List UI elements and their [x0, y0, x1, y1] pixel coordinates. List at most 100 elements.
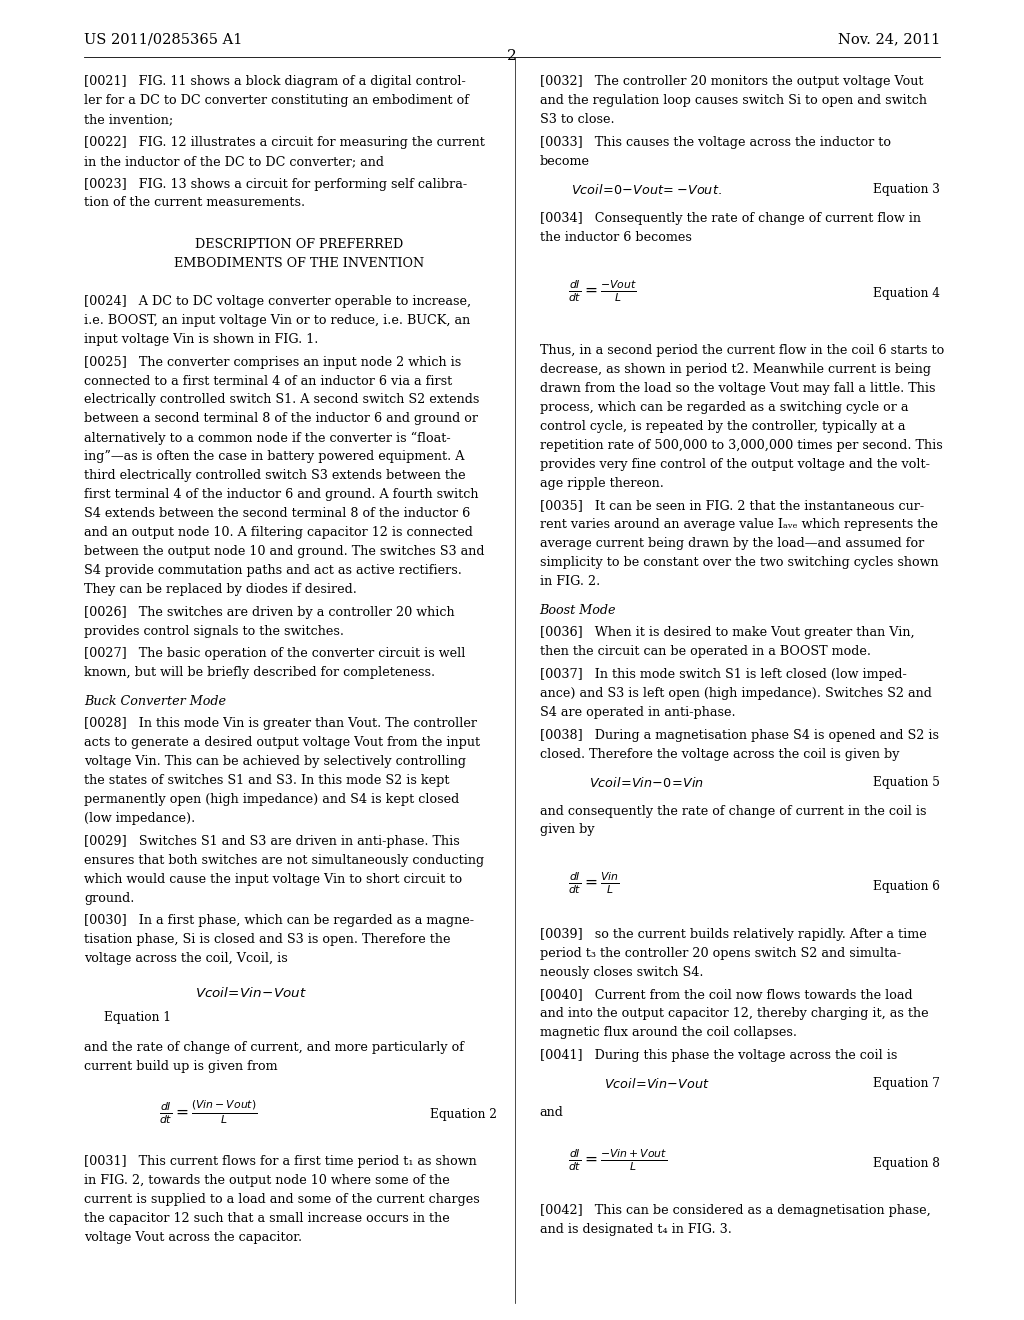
Text: neously closes switch S4.: neously closes switch S4.: [540, 965, 703, 978]
Text: drawn from the load so the voltage Vout may fall a little. This: drawn from the load so the voltage Vout …: [540, 381, 935, 395]
Text: given by: given by: [540, 824, 594, 837]
Text: Equation 3: Equation 3: [873, 183, 940, 197]
Text: voltage Vin. This can be achieved by selectively controlling: voltage Vin. This can be achieved by sel…: [84, 755, 466, 768]
Text: US 2011/0285365 A1: US 2011/0285365 A1: [84, 32, 243, 46]
Text: and the regulation loop causes switch Si to open and switch: and the regulation loop causes switch Si…: [540, 94, 927, 107]
Text: [0033]   This causes the voltage across the inductor to: [0033] This causes the voltage across th…: [540, 136, 891, 149]
Text: ground.: ground.: [84, 891, 134, 904]
Text: decrease, as shown in period t2. Meanwhile current is being: decrease, as shown in period t2. Meanwhi…: [540, 363, 931, 376]
Text: input voltage Vin is shown in FIG. 1.: input voltage Vin is shown in FIG. 1.: [84, 333, 318, 346]
Text: [0032]   The controller 20 monitors the output voltage Vout: [0032] The controller 20 monitors the ou…: [540, 75, 924, 88]
Text: $\frac{dI}{dt} = \frac{-Vin+Vout}{L}$: $\frac{dI}{dt} = \frac{-Vin+Vout}{L}$: [568, 1147, 668, 1173]
Text: in the inductor of the DC to DC converter; and: in the inductor of the DC to DC converte…: [84, 154, 384, 168]
Text: [0021]   FIG. 11 shows a block diagram of a digital control-: [0021] FIG. 11 shows a block diagram of …: [84, 75, 466, 88]
Text: [0029]   Switches S1 and S3 are driven in anti-phase. This: [0029] Switches S1 and S3 are driven in …: [84, 834, 460, 847]
Text: in FIG. 2, towards the output node 10 where some of the: in FIG. 2, towards the output node 10 wh…: [84, 1173, 450, 1187]
Text: [0037]   In this mode switch S1 is left closed (low imped-: [0037] In this mode switch S1 is left cl…: [540, 668, 906, 681]
Text: $\mathit{Vcoil\!=\!Vin\!-\!Vout}$: $\mathit{Vcoil\!=\!Vin\!-\!Vout}$: [195, 986, 306, 1001]
Text: first terminal 4 of the inductor 6 and ground. A fourth switch: first terminal 4 of the inductor 6 and g…: [84, 488, 478, 502]
Text: [0024]   A DC to DC voltage converter operable to increase,: [0024] A DC to DC voltage converter oper…: [84, 294, 471, 308]
Text: voltage across the coil, Vcoil, is: voltage across the coil, Vcoil, is: [84, 952, 288, 965]
Text: third electrically controlled switch S3 extends between the: third electrically controlled switch S3 …: [84, 469, 466, 482]
Text: [0036]   When it is desired to make Vout greater than Vin,: [0036] When it is desired to make Vout g…: [540, 627, 914, 639]
Text: acts to generate a desired output voltage Vout from the input: acts to generate a desired output voltag…: [84, 737, 480, 750]
Text: rent varies around an average value Iₐᵥₑ which represents the: rent varies around an average value Iₐᵥₑ…: [540, 519, 938, 532]
Text: and: and: [540, 1106, 563, 1118]
Text: in FIG. 2.: in FIG. 2.: [540, 576, 600, 589]
Text: known, but will be briefly described for completeness.: known, but will be briefly described for…: [84, 667, 435, 680]
Text: the invention;: the invention;: [84, 114, 173, 127]
Text: [0027]   The basic operation of the converter circuit is well: [0027] The basic operation of the conver…: [84, 647, 465, 660]
Text: tisation phase, Si is closed and S3 is open. Therefore the: tisation phase, Si is closed and S3 is o…: [84, 933, 451, 946]
Text: connected to a first terminal 4 of an inductor 6 via a first: connected to a first terminal 4 of an in…: [84, 375, 453, 388]
Text: $\mathit{Vcoil\!=\!Vin\!-\!0\!=\!Vin}$: $\mathit{Vcoil\!=\!Vin\!-\!0\!=\!Vin}$: [589, 776, 703, 791]
Text: closed. Therefore the voltage across the coil is given by: closed. Therefore the voltage across the…: [540, 747, 899, 760]
Text: and into the output capacitor 12, thereby charging it, as the: and into the output capacitor 12, thereb…: [540, 1007, 929, 1020]
Text: $\frac{dI}{dt} = \frac{Vin}{L}$: $\frac{dI}{dt} = \frac{Vin}{L}$: [568, 871, 620, 896]
Text: current is supplied to a load and some of the current charges: current is supplied to a load and some o…: [84, 1193, 479, 1205]
Text: S3 to close.: S3 to close.: [540, 114, 614, 127]
Text: They can be replaced by diodes if desired.: They can be replaced by diodes if desire…: [84, 583, 356, 595]
Text: average current being drawn by the load—and assumed for: average current being drawn by the load—…: [540, 537, 924, 550]
Text: Boost Mode: Boost Mode: [540, 603, 616, 616]
Text: which would cause the input voltage Vin to short circuit to: which would cause the input voltage Vin …: [84, 873, 462, 886]
Text: [0042]   This can be considered as a demagnetisation phase,: [0042] This can be considered as a demag…: [540, 1204, 931, 1217]
Text: [0041]   During this phase the voltage across the coil is: [0041] During this phase the voltage acr…: [540, 1049, 897, 1061]
Text: $\mathit{Vcoil\!=\!Vin\!-\!Vout}$: $\mathit{Vcoil\!=\!Vin\!-\!Vout}$: [604, 1077, 710, 1092]
Text: simplicity to be constant over the two switching cycles shown: simplicity to be constant over the two s…: [540, 556, 938, 569]
Text: Equation 6: Equation 6: [873, 880, 940, 894]
Text: between a second terminal 8 of the inductor 6 and ground or: between a second terminal 8 of the induc…: [84, 412, 478, 425]
Text: then the circuit can be operated in a BOOST mode.: then the circuit can be operated in a BO…: [540, 645, 870, 659]
Text: Equation 4: Equation 4: [873, 288, 940, 301]
Text: age ripple thereon.: age ripple thereon.: [540, 477, 664, 490]
Text: provides very fine control of the output voltage and the volt-: provides very fine control of the output…: [540, 458, 930, 471]
Text: $\mathit{Vcoil\!=\!0\!-\!Vout\!=\!-\!Vout.}$: $\mathit{Vcoil\!=\!0\!-\!Vout\!=\!-\!Vou…: [571, 183, 722, 197]
Text: current build up is given from: current build up is given from: [84, 1060, 278, 1073]
Text: alternatively to a common node if the converter is “float-: alternatively to a common node if the co…: [84, 432, 451, 445]
Text: S4 extends between the second terminal 8 of the inductor 6: S4 extends between the second terminal 8…: [84, 507, 470, 520]
Text: [0028]   In this mode Vin is greater than Vout. The controller: [0028] In this mode Vin is greater than …: [84, 717, 477, 730]
Text: Nov. 24, 2011: Nov. 24, 2011: [838, 32, 940, 46]
Text: Equation 8: Equation 8: [873, 1156, 940, 1170]
Text: period t₃ the controller 20 opens switch S2 and simulta-: period t₃ the controller 20 opens switch…: [540, 946, 901, 960]
Text: magnetic flux around the coil collapses.: magnetic flux around the coil collapses.: [540, 1026, 797, 1039]
Text: tion of the current measurements.: tion of the current measurements.: [84, 197, 305, 210]
Text: ensures that both switches are not simultaneously conducting: ensures that both switches are not simul…: [84, 854, 484, 867]
Text: S4 provide commutation paths and act as active rectifiers.: S4 provide commutation paths and act as …: [84, 564, 462, 577]
Text: the states of switches S1 and S3. In this mode S2 is kept: the states of switches S1 and S3. In thi…: [84, 775, 450, 787]
Text: ance) and S3 is left open (high impedance). Switches S2 and: ance) and S3 is left open (high impedanc…: [540, 688, 932, 700]
Text: [0031]   This current flows for a first time period t₁ as shown: [0031] This current flows for a first ti…: [84, 1155, 477, 1168]
Text: [0026]   The switches are driven by a controller 20 which: [0026] The switches are driven by a cont…: [84, 606, 455, 619]
Text: $\frac{dI}{dt} = \frac{(Vin-Vout)}{L}$: $\frac{dI}{dt} = \frac{(Vin-Vout)}{L}$: [159, 1098, 257, 1126]
Text: the inductor 6 becomes: the inductor 6 becomes: [540, 231, 691, 244]
Text: [0030]   In a first phase, which can be regarded as a magne-: [0030] In a first phase, which can be re…: [84, 915, 474, 928]
Text: [0025]   The converter comprises an input node 2 which is: [0025] The converter comprises an input …: [84, 355, 461, 368]
Text: [0035]   It can be seen in FIG. 2 that the instantaneous cur-: [0035] It can be seen in FIG. 2 that the…: [540, 499, 924, 512]
Text: EMBODIMENTS OF THE INVENTION: EMBODIMENTS OF THE INVENTION: [174, 257, 424, 271]
Text: ing”—as is often the case in battery powered equipment. A: ing”—as is often the case in battery pow…: [84, 450, 465, 463]
Text: Equation 1: Equation 1: [104, 1011, 171, 1024]
Text: [0038]   During a magnetisation phase S4 is opened and S2 is: [0038] During a magnetisation phase S4 i…: [540, 729, 939, 742]
Text: Equation 7: Equation 7: [873, 1077, 940, 1090]
Text: become: become: [540, 154, 590, 168]
Text: repetition rate of 500,000 to 3,000,000 times per second. This: repetition rate of 500,000 to 3,000,000 …: [540, 440, 942, 451]
Text: and an output node 10. A filtering capacitor 12 is connected: and an output node 10. A filtering capac…: [84, 527, 473, 539]
Text: 2: 2: [507, 49, 517, 63]
Text: and the rate of change of current, and more particularly of: and the rate of change of current, and m…: [84, 1041, 464, 1055]
Text: control cycle, is repeated by the controller, typically at a: control cycle, is repeated by the contro…: [540, 420, 905, 433]
Text: S4 are operated in anti-phase.: S4 are operated in anti-phase.: [540, 706, 735, 719]
Text: [0023]   FIG. 13 shows a circuit for performing self calibra-: [0023] FIG. 13 shows a circuit for perfo…: [84, 177, 467, 190]
Text: i.e. BOOST, an input voltage Vin or to reduce, i.e. BUCK, an: i.e. BOOST, an input voltage Vin or to r…: [84, 314, 470, 327]
Text: and is designated t₄ in FIG. 3.: and is designated t₄ in FIG. 3.: [540, 1224, 731, 1236]
Text: [0040]   Current from the coil now flows towards the load: [0040] Current from the coil now flows t…: [540, 989, 912, 1002]
Text: permanently open (high impedance) and S4 is kept closed: permanently open (high impedance) and S4…: [84, 793, 459, 807]
Text: the capacitor 12 such that a small increase occurs in the: the capacitor 12 such that a small incre…: [84, 1212, 450, 1225]
Text: and consequently the rate of change of current in the coil is: and consequently the rate of change of c…: [540, 804, 926, 817]
Text: electrically controlled switch S1. A second switch S2 extends: electrically controlled switch S1. A sec…: [84, 393, 479, 407]
Text: provides control signals to the switches.: provides control signals to the switches…: [84, 624, 344, 638]
Text: (low impedance).: (low impedance).: [84, 812, 196, 825]
Text: [0034]   Consequently the rate of change of current flow in: [0034] Consequently the rate of change o…: [540, 211, 921, 224]
Text: Thus, in a second period the current flow in the coil 6 starts to: Thus, in a second period the current flo…: [540, 345, 944, 358]
Text: [0039]   so the current builds relatively rapidly. After a time: [0039] so the current builds relatively …: [540, 928, 927, 941]
Text: Buck Converter Mode: Buck Converter Mode: [84, 694, 226, 708]
